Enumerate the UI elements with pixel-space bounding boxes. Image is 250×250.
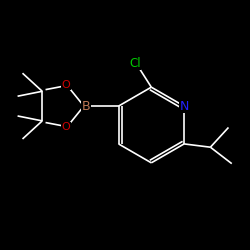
Text: Cl: Cl [129, 57, 141, 70]
Text: O: O [62, 122, 70, 132]
Text: O: O [62, 80, 70, 90]
Text: B: B [81, 100, 90, 112]
Text: N: N [180, 100, 189, 112]
